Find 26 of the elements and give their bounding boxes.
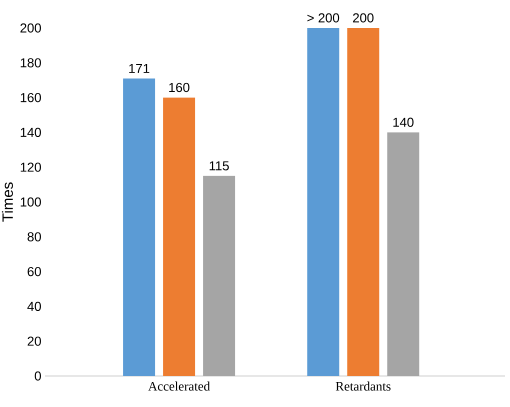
y-tick-label: 20 xyxy=(28,336,41,346)
bar xyxy=(387,132,420,376)
data-label: 200 xyxy=(353,13,374,22)
y-tick-label: 60 xyxy=(28,266,41,276)
y-tick-label: 0 xyxy=(34,371,41,381)
y-tick-label: 40 xyxy=(27,302,41,311)
bar xyxy=(307,28,340,376)
bar xyxy=(203,176,236,376)
x-tick-label: Accelerated xyxy=(148,382,210,391)
y-tick-label: 180 xyxy=(20,58,41,68)
data-label: 160 xyxy=(169,82,190,92)
x-tick-label: Retardants xyxy=(336,382,391,391)
y-tick-label: 80 xyxy=(28,232,41,242)
data-label: 115 xyxy=(210,161,229,170)
y-axis-title: Times xyxy=(2,182,13,222)
y-tick-label: 120 xyxy=(20,162,41,172)
y-tick-label: 140 xyxy=(20,128,41,137)
data-label: 171 xyxy=(129,64,150,73)
bar xyxy=(123,78,156,376)
y-tick-label: 200 xyxy=(20,23,41,33)
y-tick-label: 160 xyxy=(20,92,41,102)
data-label: 140 xyxy=(393,118,414,127)
bar xyxy=(347,28,380,376)
y-tick-label: 100 xyxy=(20,197,41,207)
data-label: > 200 xyxy=(307,13,340,22)
bar xyxy=(163,98,196,376)
